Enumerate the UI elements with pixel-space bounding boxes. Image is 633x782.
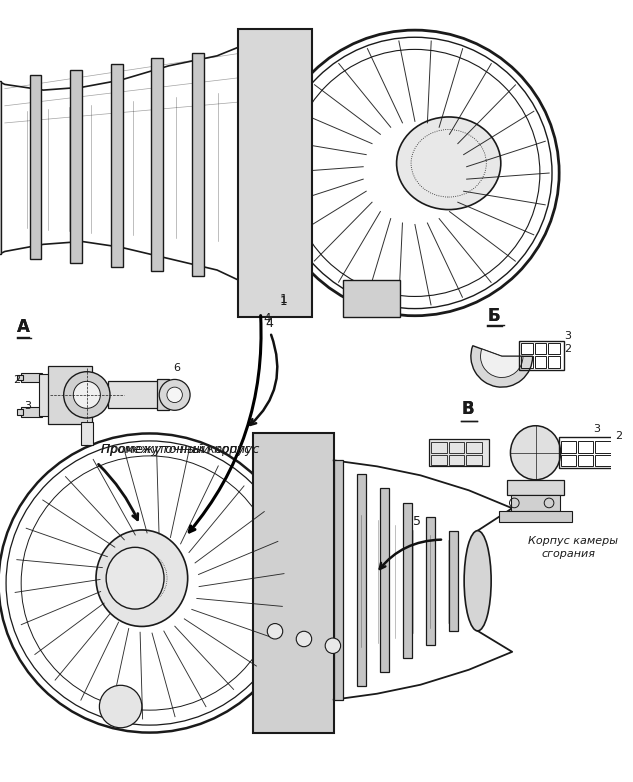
Text: Корпус камеры: Корпус камеры [528, 536, 618, 547]
Ellipse shape [510, 425, 561, 480]
Bar [429, 439, 489, 466]
Ellipse shape [464, 531, 491, 631]
Bar [466, 454, 482, 465]
Text: А: А [17, 318, 30, 336]
Bar [596, 454, 611, 466]
Bar [561, 454, 576, 466]
Bar [511, 495, 560, 511]
Bar [449, 442, 464, 453]
Bar [111, 64, 123, 267]
Bar [519, 341, 563, 370]
Wedge shape [471, 346, 532, 387]
Bar [0, 81, 1, 254]
Bar [499, 511, 572, 522]
Bar [30, 75, 41, 259]
Bar [108, 382, 161, 408]
Text: А: А [17, 318, 30, 336]
Bar [548, 357, 560, 368]
Circle shape [99, 685, 142, 728]
Text: Промежуточный корпус: Промежуточный корпус [101, 443, 260, 456]
Text: 3: 3 [565, 331, 572, 341]
Bar [449, 454, 464, 465]
Circle shape [325, 638, 341, 654]
Bar [17, 409, 23, 415]
Wedge shape [480, 349, 523, 378]
Bar [535, 357, 546, 368]
Text: В: В [461, 400, 474, 418]
Bar [380, 489, 389, 673]
Bar [22, 373, 42, 382]
Text: В: В [461, 400, 474, 418]
Bar [559, 437, 615, 468]
Text: 6: 6 [173, 363, 180, 373]
Text: Б: Б [487, 307, 500, 325]
Bar [70, 70, 82, 263]
FancyBboxPatch shape [343, 279, 400, 317]
Text: 2: 2 [13, 375, 21, 386]
Circle shape [73, 382, 101, 408]
Bar [578, 441, 593, 453]
Ellipse shape [96, 530, 187, 626]
Bar [561, 441, 576, 453]
Bar [521, 343, 532, 354]
Text: 3: 3 [24, 401, 31, 411]
Bar [403, 503, 412, 658]
Bar [425, 517, 436, 644]
Bar [151, 59, 163, 271]
Text: 3: 3 [593, 424, 601, 433]
Bar [356, 475, 367, 686]
Text: 1: 1 [280, 295, 287, 308]
Bar [506, 480, 565, 495]
Circle shape [160, 379, 190, 411]
Bar [192, 53, 204, 276]
Bar [431, 454, 447, 465]
Bar [238, 29, 311, 317]
Text: 2: 2 [615, 431, 622, 441]
Bar [431, 442, 447, 453]
Circle shape [167, 387, 182, 403]
Bar [17, 375, 23, 380]
Circle shape [296, 631, 311, 647]
Circle shape [267, 623, 283, 639]
Text: сгорания: сгорания [541, 549, 595, 559]
Text: 2: 2 [565, 344, 572, 354]
Text: Промежуточный корпус: Промежуточный корпус [101, 443, 251, 456]
Bar [535, 343, 546, 354]
Bar [548, 343, 560, 354]
Text: 1: 1 [280, 293, 287, 307]
Text: 4: 4 [265, 317, 273, 330]
Bar [466, 442, 482, 453]
Bar [578, 454, 593, 466]
Ellipse shape [397, 117, 501, 210]
Bar [253, 433, 334, 733]
Bar [521, 357, 532, 368]
Bar [22, 407, 42, 417]
Bar [157, 379, 169, 411]
Ellipse shape [106, 547, 164, 609]
Bar [596, 441, 611, 453]
Text: Б: Б [487, 307, 500, 325]
Text: 4: 4 [263, 313, 271, 325]
Circle shape [64, 371, 110, 418]
Text: 5: 5 [413, 515, 421, 528]
Bar [48, 366, 92, 424]
Bar [449, 531, 458, 631]
Bar [81, 421, 92, 445]
Bar [334, 461, 343, 700]
Bar [39, 374, 50, 416]
